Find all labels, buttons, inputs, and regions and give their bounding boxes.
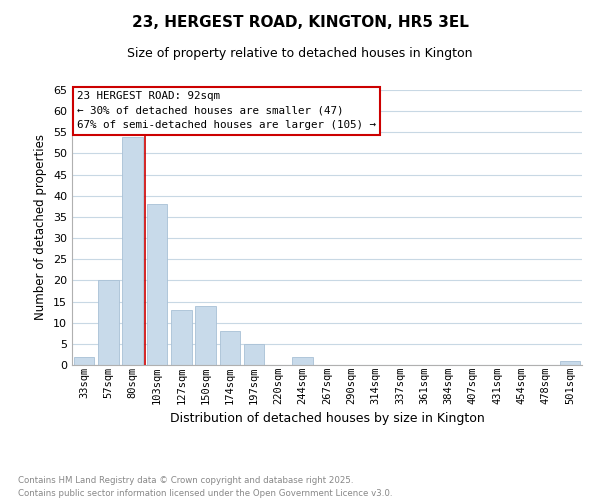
Bar — [146, 204, 167, 365]
Bar — [122, 136, 143, 365]
Bar — [171, 310, 191, 365]
Bar — [292, 356, 313, 365]
Y-axis label: Number of detached properties: Number of detached properties — [34, 134, 47, 320]
Bar — [220, 331, 240, 365]
Bar — [560, 361, 580, 365]
Text: Size of property relative to detached houses in Kington: Size of property relative to detached ho… — [127, 48, 473, 60]
Bar — [244, 344, 265, 365]
Bar — [74, 356, 94, 365]
Text: 23, HERGEST ROAD, KINGTON, HR5 3EL: 23, HERGEST ROAD, KINGTON, HR5 3EL — [131, 15, 469, 30]
Bar — [98, 280, 119, 365]
Bar — [195, 306, 216, 365]
Text: 23 HERGEST ROAD: 92sqm
← 30% of detached houses are smaller (47)
67% of semi-det: 23 HERGEST ROAD: 92sqm ← 30% of detached… — [77, 92, 376, 130]
Text: Contains HM Land Registry data © Crown copyright and database right 2025.
Contai: Contains HM Land Registry data © Crown c… — [18, 476, 392, 498]
X-axis label: Distribution of detached houses by size in Kington: Distribution of detached houses by size … — [170, 412, 484, 425]
